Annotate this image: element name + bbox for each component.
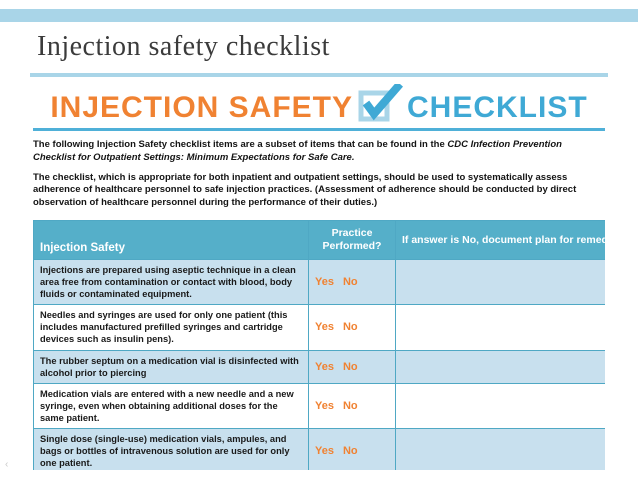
column-header-practice-performed: Practice Performed? xyxy=(308,220,396,261)
remediation-cell xyxy=(395,304,605,351)
banner-divider xyxy=(33,128,605,131)
yes-option: Yes xyxy=(315,321,334,334)
yes-no-cell: Yes No xyxy=(308,304,396,351)
injection-safety-table: Injection Safety Practice Performed? If … xyxy=(33,220,605,470)
slide-corner-mark: ‹ xyxy=(5,459,9,470)
checklist-item-text: Single dose (single-use) medication vial… xyxy=(33,427,309,470)
slide-title: Injection safety checklist xyxy=(37,31,330,62)
intro-1-text: The following Injection Safety checklist… xyxy=(33,139,448,150)
checklist-item-text: Injections are prepared using aseptic te… xyxy=(33,259,309,306)
yes-no-cell: Yes No xyxy=(308,427,396,470)
yes-option: Yes xyxy=(315,360,334,373)
banner-injection-safety-text: INJECTION SAFETY xyxy=(50,90,354,124)
checklist-document: INJECTION SAFETY CHECKLIST The following… xyxy=(33,84,605,470)
no-option: No xyxy=(342,399,358,412)
checkmark-icon xyxy=(357,84,404,128)
yes-option: Yes xyxy=(315,276,334,289)
title-divider xyxy=(30,73,608,77)
slide-top-accent-bar xyxy=(0,9,638,22)
remediation-cell xyxy=(395,427,605,470)
no-option: No xyxy=(342,276,358,289)
remediation-cell xyxy=(395,349,605,384)
table-row: Medication vials are entered with a new … xyxy=(33,382,605,429)
no-option: No xyxy=(342,445,358,458)
checklist-item-text: The rubber septum on a medication vial i… xyxy=(33,349,309,384)
document-banner: INJECTION SAFETY CHECKLIST xyxy=(33,84,605,131)
no-option: No xyxy=(342,321,358,334)
yes-no-cell: Yes No xyxy=(308,382,396,429)
column-header-injection-safety: Injection Safety xyxy=(33,220,309,261)
column-header-remediation: If answer is No, document plan for remed… xyxy=(395,220,605,261)
yes-option: Yes xyxy=(315,445,334,458)
yes-no-cell: Yes No xyxy=(308,349,396,384)
table-row: Needles and syringes are used for only o… xyxy=(33,304,605,351)
intro-1-publication-title: CDC Infection Prevention Checklist for O… xyxy=(33,139,562,163)
yes-option: Yes xyxy=(315,399,334,412)
table-header: Injection Safety Practice Performed? If … xyxy=(33,220,605,261)
checklist-item-text: Medication vials are entered with a new … xyxy=(33,382,309,429)
remediation-cell xyxy=(395,382,605,429)
table-row: Single dose (single-use) medication vial… xyxy=(33,427,605,470)
table-header-row: Injection Safety Practice Performed? If … xyxy=(33,220,605,261)
table-row: Injections are prepared using aseptic te… xyxy=(33,259,605,306)
intro-paragraph-2: The checklist, which is appropriate for … xyxy=(33,171,577,209)
table-row: The rubber septum on a medication vial i… xyxy=(33,349,605,384)
banner-checklist-text: CHECKLIST xyxy=(407,90,588,124)
yes-no-cell: Yes No xyxy=(308,259,396,306)
no-option: No xyxy=(342,360,358,373)
intro-paragraph-1: The following Injection Safety checklist… xyxy=(33,139,605,165)
checklist-item-text: Needles and syringes are used for only o… xyxy=(33,304,309,351)
remediation-cell xyxy=(395,259,605,306)
